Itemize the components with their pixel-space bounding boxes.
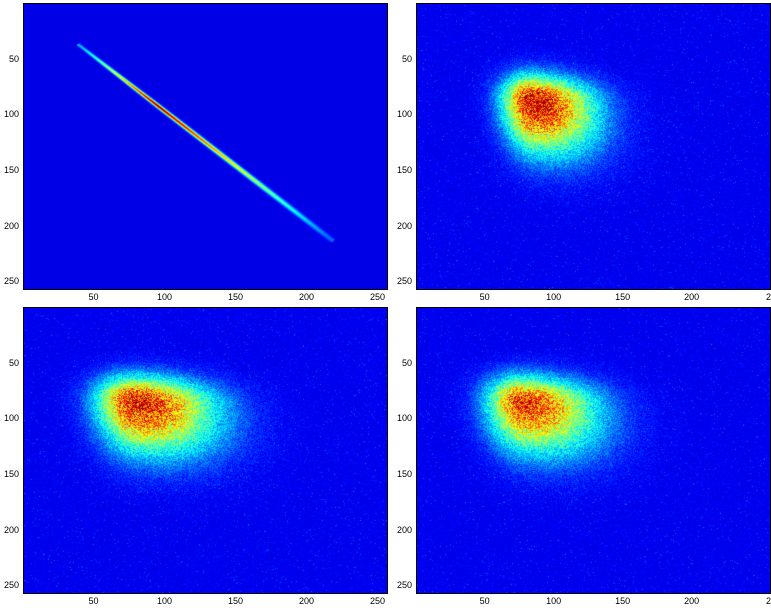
y-tick-label: 150 <box>396 164 412 175</box>
x-tick-label: 2 <box>765 292 771 302</box>
y-tick-label: 200 <box>3 220 19 231</box>
x-tick-label: 150 <box>228 292 244 302</box>
y-tick-label: 100 <box>396 413 412 424</box>
y-tick-label: 150 <box>396 468 412 479</box>
x-tick-label: 100 <box>157 596 173 606</box>
heatmap-plot-area <box>416 307 771 594</box>
y-tick-label: 150 <box>3 164 19 175</box>
x-tick-label: 200 <box>684 292 700 302</box>
y-tick-label: 200 <box>396 524 412 535</box>
x-tick-label: 100 <box>546 292 562 302</box>
y-tick-label: 50 <box>8 357 19 368</box>
heatmap-plot-area <box>416 3 771 290</box>
y-tick-label: 100 <box>3 413 19 424</box>
heatmap-plot-area <box>23 3 388 290</box>
y-tick-label: 100 <box>396 109 412 120</box>
x-tick-label: 150 <box>615 596 631 606</box>
y-tick-label: 50 <box>8 53 19 64</box>
y-tick-label: 250 <box>3 276 19 287</box>
y-tick-label: 250 <box>396 276 412 287</box>
y-tick-label: 50 <box>401 53 412 64</box>
x-tick-label: 200 <box>298 292 315 302</box>
x-tick-label: 150 <box>228 596 244 606</box>
x-tick-label: 250 <box>369 292 385 302</box>
y-tick-label: 200 <box>3 524 19 535</box>
y-tick-label: 50 <box>401 357 412 368</box>
heatmap-plot-area <box>23 307 388 594</box>
y-tick-label: 200 <box>396 220 412 231</box>
x-tick-label: 100 <box>546 596 562 606</box>
heatmap-image <box>24 308 387 593</box>
y-tick-label: 250 <box>396 580 412 591</box>
x-tick-label: 250 <box>369 596 385 606</box>
x-tick-label: 50 <box>479 292 490 302</box>
x-tick-label: 50 <box>479 596 490 606</box>
y-tick-label: 150 <box>3 468 19 479</box>
x-tick-label: 200 <box>298 596 315 606</box>
x-tick-label: 50 <box>88 596 99 606</box>
x-tick-label: 100 <box>157 292 173 302</box>
y-tick-label: 100 <box>3 109 19 120</box>
x-tick-label: 150 <box>615 292 631 302</box>
heatmap-image <box>417 308 770 593</box>
y-tick-label: 250 <box>3 580 19 591</box>
x-tick-label: 2 <box>765 596 771 606</box>
heatmap-image <box>24 4 387 289</box>
heatmap-image <box>417 4 770 289</box>
x-tick-label: 50 <box>88 292 99 302</box>
x-tick-label: 200 <box>684 596 700 606</box>
